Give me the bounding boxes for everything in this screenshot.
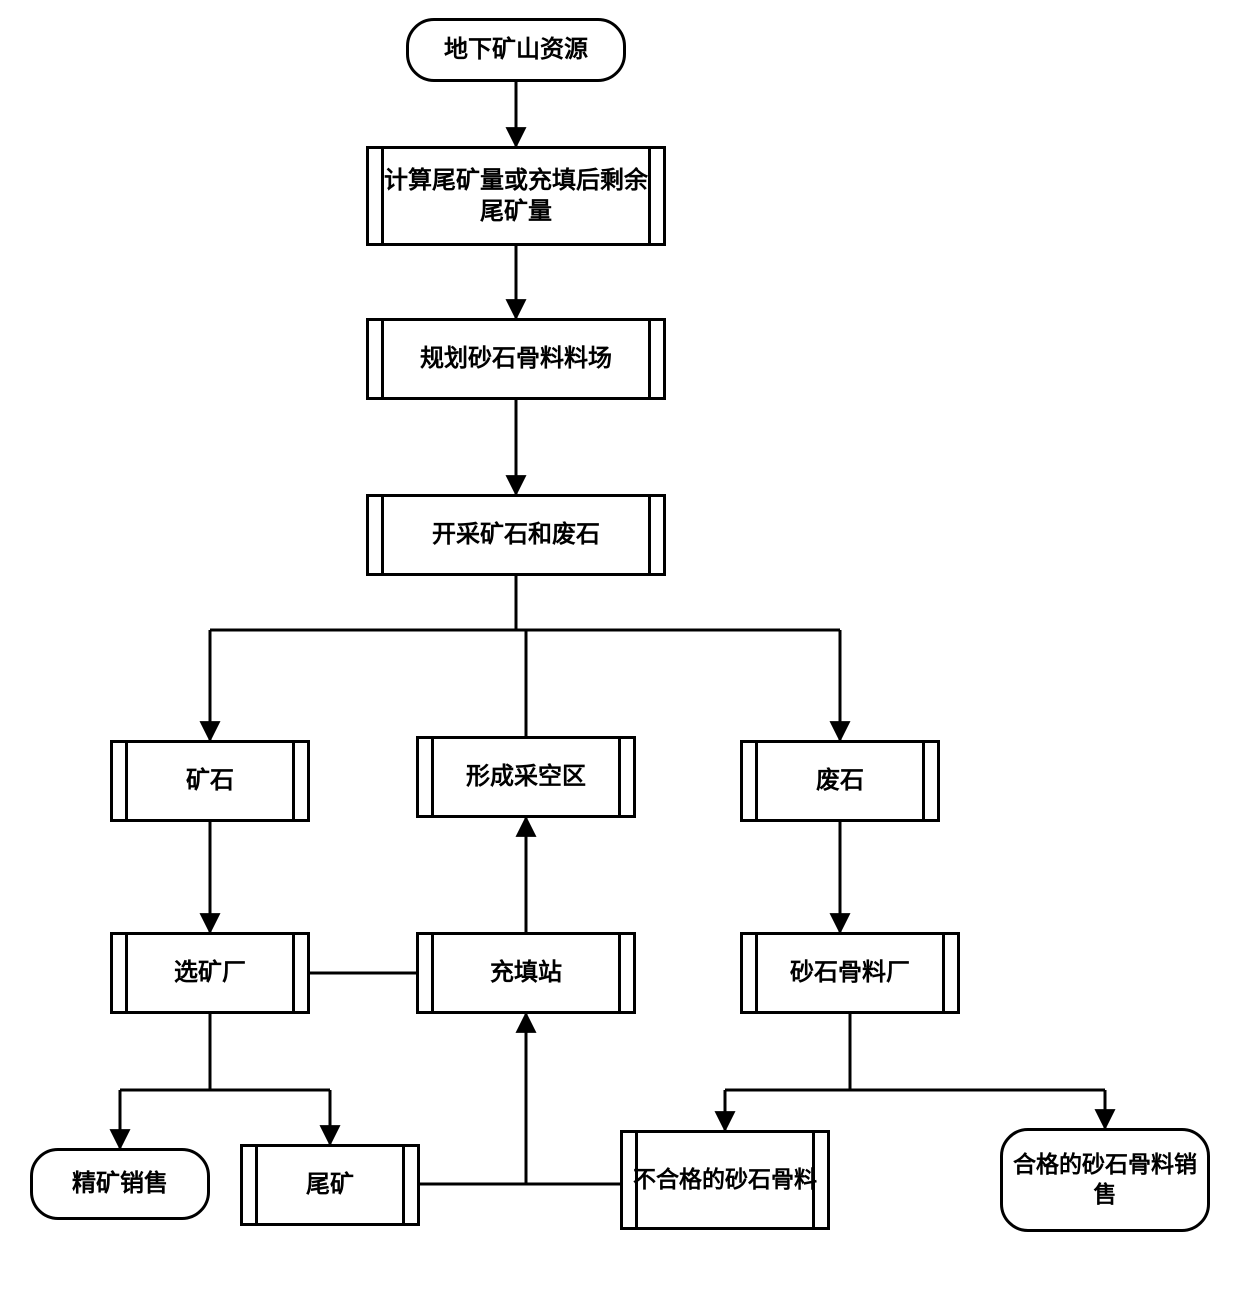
node-start: 地下矿山资源	[406, 18, 626, 82]
node-ore: 矿石	[110, 740, 310, 822]
node-waste: 废石	[740, 740, 940, 822]
node-goodAgg: 合格的砂石骨料销售	[1000, 1128, 1210, 1232]
node-plan: 规划砂石骨料料场	[366, 318, 666, 400]
node-mine: 开采矿石和废石	[366, 494, 666, 576]
flowchart-canvas: 地下矿山资源计算尾矿量或充填后剩余尾矿量规划砂石骨料料场开采矿石和废石矿石 形成采…	[0, 0, 1240, 1308]
node-concSale: 精矿销售	[30, 1148, 210, 1220]
node-concPlant: 选矿厂	[110, 932, 310, 1014]
node-aggPlant: 砂石骨料厂	[740, 932, 960, 1014]
node-tailings: 尾矿	[240, 1144, 420, 1226]
node-badAgg: 不合格的砂石骨料	[620, 1130, 830, 1230]
node-void: 形成采空区	[416, 736, 636, 818]
node-calc: 计算尾矿量或充填后剩余尾矿量	[366, 146, 666, 246]
node-fillStn: 充填站	[416, 932, 636, 1014]
